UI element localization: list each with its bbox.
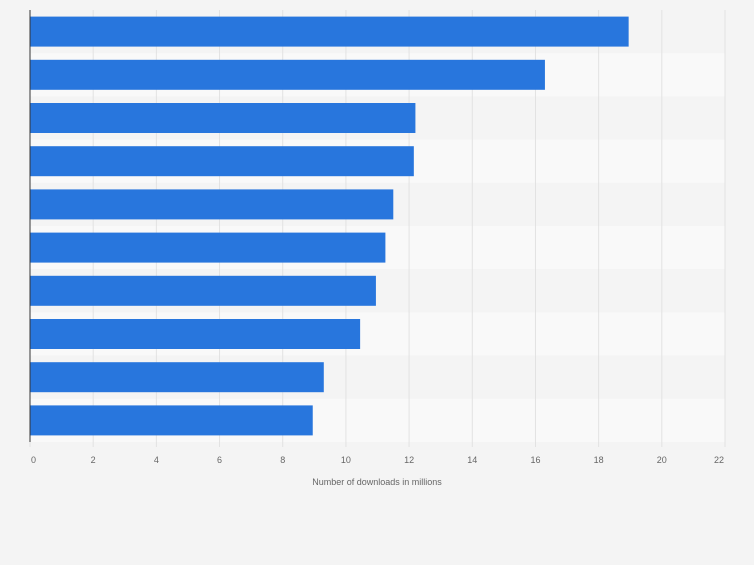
bar: [30, 146, 414, 177]
bar: [30, 405, 313, 436]
x-tick-label: 8: [280, 455, 285, 465]
bar: [30, 362, 324, 393]
x-tick-label: 4: [154, 455, 159, 465]
x-tick-label: 14: [467, 455, 477, 465]
x-tick-label: 2: [91, 455, 96, 465]
x-tick-label: 22: [714, 455, 724, 465]
x-tick-label: 0: [31, 455, 36, 465]
x-tick-label: 10: [341, 455, 351, 465]
x-tick-label: 18: [594, 455, 604, 465]
bar: [30, 103, 416, 133]
bars: [30, 16, 629, 436]
x-tick-label: 12: [404, 455, 414, 465]
bar: [30, 59, 545, 90]
x-axis-ticks: 0 2 4 6 8 10 12 14 16 18 20 22: [29, 442, 726, 465]
bar: [30, 189, 394, 220]
x-tick-label: 20: [657, 455, 667, 465]
x-tick-label: 6: [217, 455, 222, 465]
bar: [30, 275, 376, 306]
bar: [30, 16, 629, 47]
x-tick-label: 16: [530, 455, 540, 465]
x-axis-label: Number of downloads in millions: [312, 477, 442, 487]
bar: [30, 232, 386, 263]
bar: [30, 319, 361, 349]
